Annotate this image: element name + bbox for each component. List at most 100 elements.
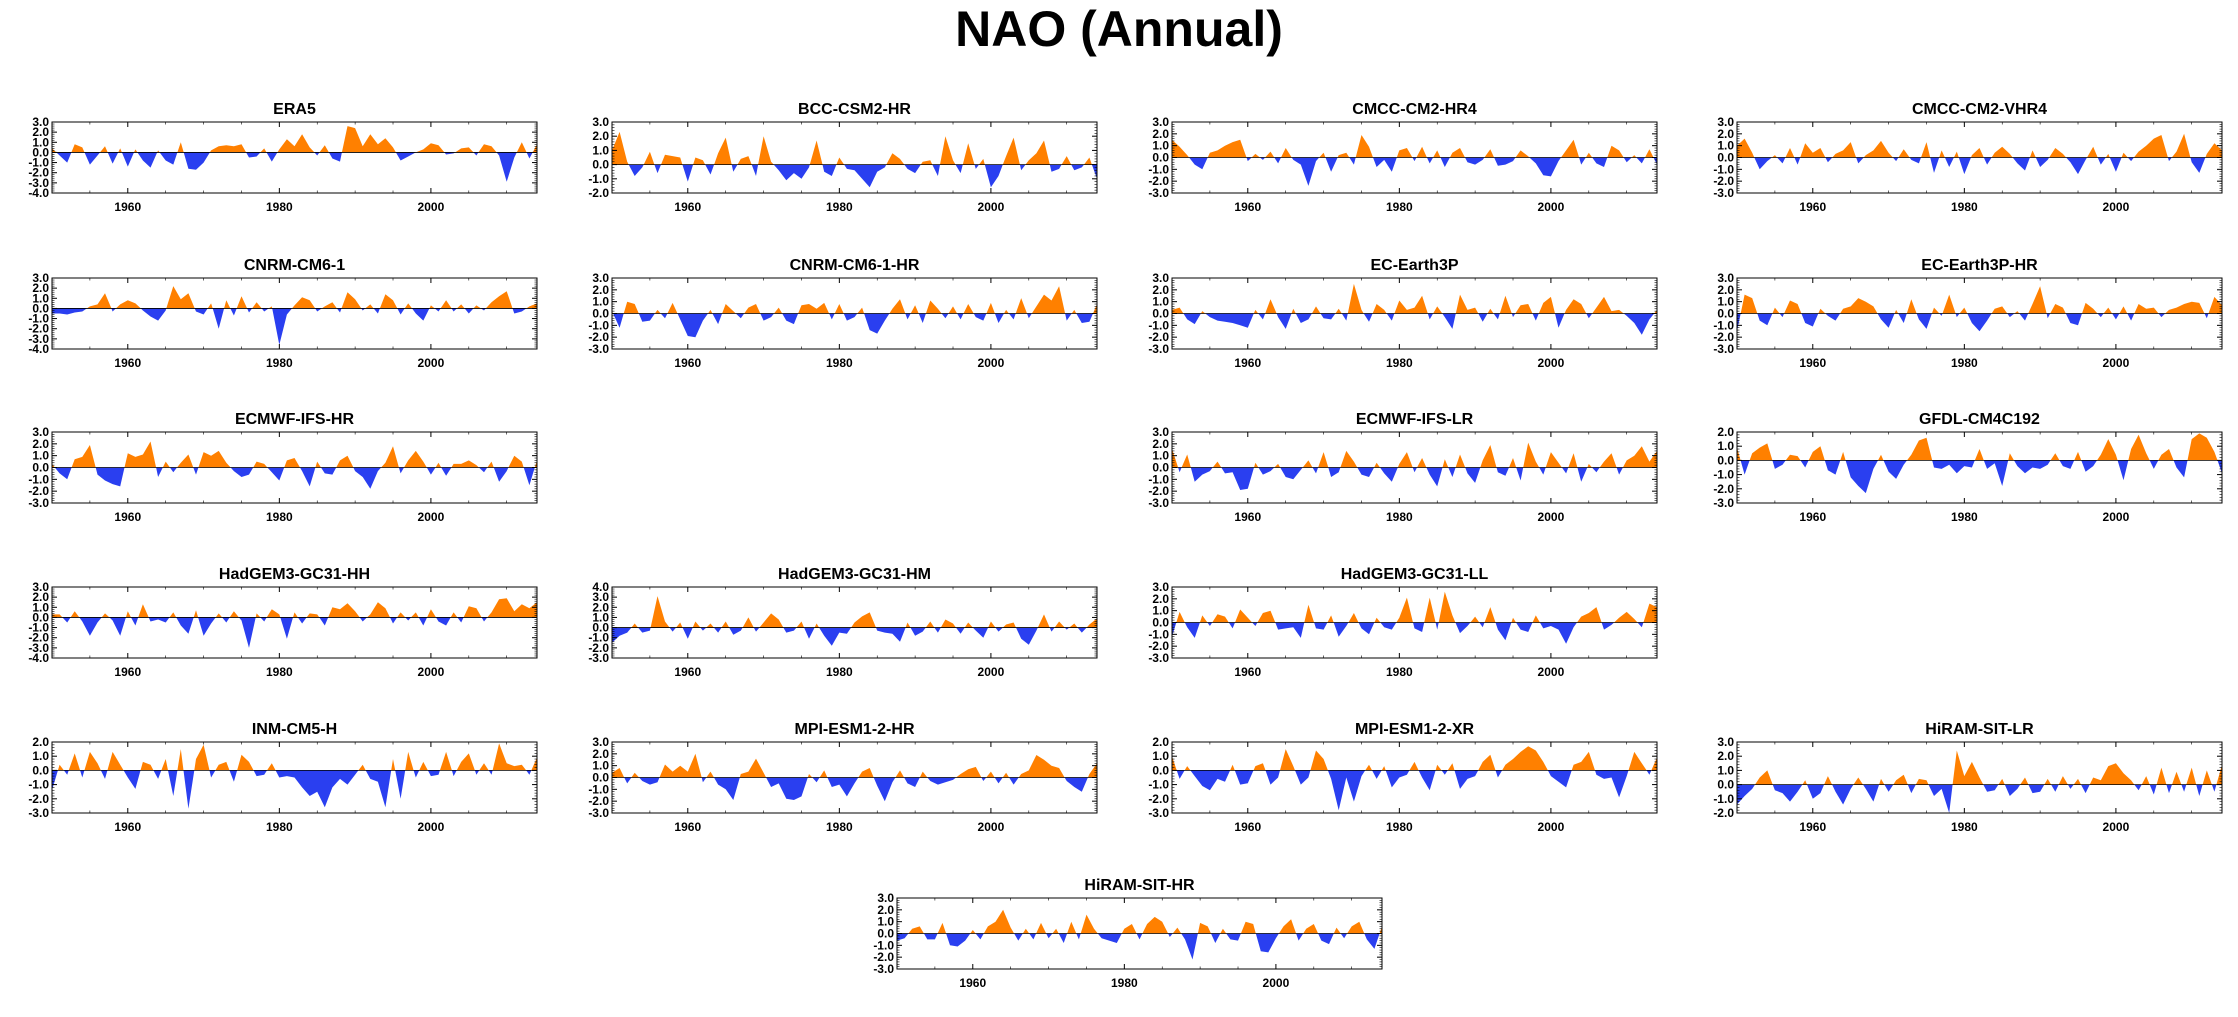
panel-ecmwf-ifs-hr: ECMWF-IFS-HR 3.02.01.00.0-1.0-2.0-3.0 1960…: [28, 411, 538, 524]
y-tick-label: 0.0: [1717, 453, 1734, 467]
y-tick-label: -3.0: [1148, 496, 1169, 510]
y-tick-label: 2.0: [1152, 437, 1169, 451]
y-tick-label: 0.0: [592, 307, 609, 321]
panel-gfdl-cm4c192: GFDL-CM4C192 2.01.00.0-1.0-2.0-3.0 1960 198…: [1713, 411, 2223, 524]
y-tick-label: -3.0: [28, 176, 49, 190]
positive-area-series: [1172, 746, 1657, 771]
y-tick-label: -3.0: [1713, 186, 1734, 200]
x-tick-label: 2000: [1538, 356, 1565, 370]
x-tick-label: 1980: [1386, 820, 1413, 834]
y-tick-label: -2.0: [588, 186, 609, 200]
x-tick-label: 1960: [1799, 820, 1826, 834]
y-tick-label: -1.0: [1713, 792, 1734, 806]
y-tick-label: 1.0: [32, 600, 49, 614]
plot-frame: [1736, 741, 2223, 814]
y-tick-label: 0.0: [1152, 151, 1169, 165]
y-tick-label: -3.0: [873, 962, 894, 976]
x-tick-label: 1980: [826, 200, 853, 214]
y-tick-label: -2.0: [28, 484, 49, 498]
x-tick-label: 2000: [1538, 820, 1565, 834]
y-tick-label: -1.0: [873, 938, 894, 952]
positive-area-series: [52, 743, 537, 771]
y-tick-label: -1.0: [28, 312, 49, 326]
plot-frame: [51, 741, 538, 814]
panel-title: CNRM-CM6-1: [244, 257, 345, 274]
x-tick-label: 1960: [674, 200, 701, 214]
negative-area-series: [612, 313, 1097, 338]
x-tick-label: 1960: [1799, 510, 1826, 524]
y-tick-label: 2.0: [1717, 283, 1734, 297]
y-tick-label: 1.0: [32, 449, 49, 463]
y-tick-label: -1.0: [1713, 468, 1734, 482]
x-tick-label: 1980: [1386, 665, 1413, 679]
y-tick-label: 1.0: [1717, 139, 1734, 153]
y-tick-label: 2.0: [32, 125, 49, 139]
x-tick-label: 1960: [1234, 356, 1261, 370]
y-tick-label: 1.0: [592, 143, 609, 157]
positive-area-series: [1172, 442, 1657, 468]
panel-title: INM-CM5-H: [252, 721, 337, 738]
y-tick-label: 2.0: [592, 600, 609, 614]
x-tick-label: 1960: [1799, 356, 1826, 370]
y-tick-label: -3.0: [28, 332, 49, 346]
x-tick-label: 2000: [2103, 356, 2130, 370]
y-tick-label: -2.0: [28, 631, 49, 645]
y-tick-label: 1.0: [1717, 439, 1734, 453]
y-tick-label: 0.0: [32, 301, 49, 315]
negative-area-series: [1172, 467, 1657, 490]
negative-area-series: [52, 770, 537, 809]
y-tick-label: -2.0: [588, 330, 609, 344]
x-tick-label: 1980: [1386, 200, 1413, 214]
y-tick-label: 1.0: [1717, 295, 1734, 309]
y-tick-label: -2.0: [28, 322, 49, 336]
y-tick-label: -3.0: [588, 806, 609, 820]
x-tick-label: 1980: [1386, 510, 1413, 524]
x-tick-label: 2000: [978, 200, 1005, 214]
x-tick-label: 2000: [418, 356, 445, 370]
panel-title: EC-Earth3P: [1370, 257, 1458, 274]
x-tick-label: 1980: [266, 820, 293, 834]
x-tick-label: 1960: [674, 665, 701, 679]
panel-title: ERA5: [273, 101, 316, 118]
y-tick-label: 3.0: [1717, 735, 1734, 749]
negative-area-series: [1172, 622, 1657, 644]
y-tick-label: 2.0: [1717, 127, 1734, 141]
y-tick-label: -3.0: [588, 651, 609, 665]
y-tick-label: 0.0: [1717, 151, 1734, 165]
y-tick-label: 4.0: [592, 580, 609, 594]
y-tick-label: 2.0: [1152, 592, 1169, 606]
positive-area-series: [612, 286, 1097, 314]
y-tick-label: -3.0: [28, 496, 49, 510]
positive-area-series: [1737, 286, 2222, 314]
y-tick-label: -1.0: [28, 472, 49, 486]
y-tick-label: 2.0: [32, 281, 49, 295]
y-tick-label: 0.0: [877, 927, 894, 941]
y-tick-label: -4.0: [28, 651, 49, 665]
y-tick-label: 2.0: [1717, 749, 1734, 763]
y-tick-label: 1.0: [592, 295, 609, 309]
y-tick-label: 0.0: [32, 610, 49, 624]
positive-area-series: [52, 598, 537, 618]
negative-area-series: [1172, 157, 1657, 186]
y-tick-label: 2.0: [1717, 425, 1734, 439]
y-tick-label: -2.0: [1148, 174, 1169, 188]
panel-hadgem3-gc31-hm: HadGEM3-GC31-HM 4.03.02.01.00.0-1.0-2.0-3…: [588, 566, 1098, 679]
x-tick-label: 1960: [1234, 200, 1261, 214]
y-tick-label: 3.0: [1717, 271, 1734, 285]
panel-hadgem3-gc31-ll: HadGEM3-GC31-LL 3.02.01.00.0-1.0-2.0-3.0 1…: [1148, 566, 1658, 679]
panel-title: HadGEM3-GC31-HH: [219, 566, 370, 583]
x-tick-label: 2000: [978, 356, 1005, 370]
y-tick-label: 2.0: [1152, 735, 1169, 749]
x-tick-label: 2000: [1538, 200, 1565, 214]
y-tick-label: 0.0: [1717, 778, 1734, 792]
y-tick-label: 1.0: [32, 291, 49, 305]
panel-bcc-csm2-hr: BCC-CSM2-HR 3.02.01.00.0-1.0-2.0 1960 1980 2…: [588, 101, 1098, 214]
negative-area-series: [897, 933, 1382, 960]
panel-title: BCC-CSM2-HR: [798, 101, 911, 118]
y-tick-label: 1.0: [592, 759, 609, 773]
panel-title: ECMWF-IFS-LR: [1356, 411, 1474, 428]
positive-area-series: [612, 753, 1097, 778]
panel-hiram-sit-hr: HiRAM-SIT-HR 3.02.01.00.0-1.0-2.0-3.0 1960…: [873, 877, 1383, 990]
positive-area-series: [1172, 591, 1657, 623]
y-tick-label: 3.0: [32, 580, 49, 594]
